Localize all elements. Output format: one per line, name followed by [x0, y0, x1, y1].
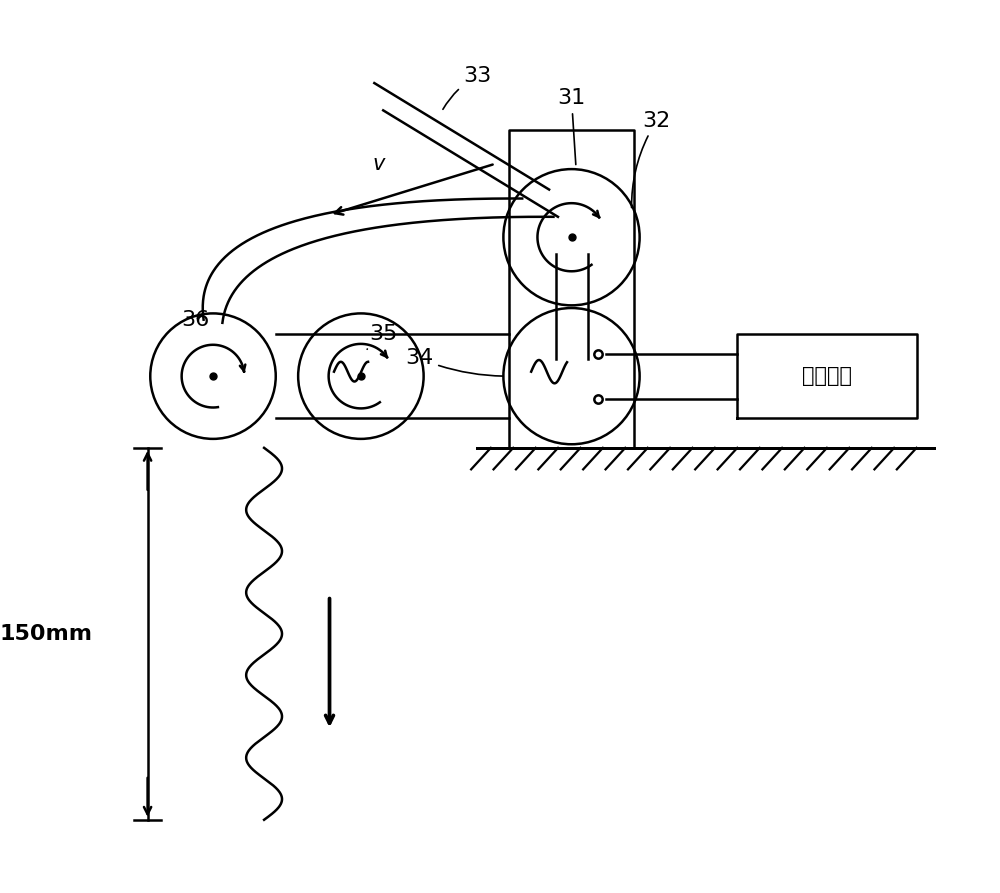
Text: v: v — [373, 154, 385, 174]
Text: 32: 32 — [632, 111, 671, 207]
Text: 34: 34 — [405, 348, 503, 376]
Text: 33: 33 — [443, 66, 492, 109]
Text: 31: 31 — [557, 88, 586, 164]
Text: 直流电源: 直流电源 — [802, 366, 852, 386]
Text: 36: 36 — [181, 310, 209, 330]
Text: 150mm: 150mm — [0, 624, 92, 644]
Text: 35: 35 — [367, 324, 397, 349]
